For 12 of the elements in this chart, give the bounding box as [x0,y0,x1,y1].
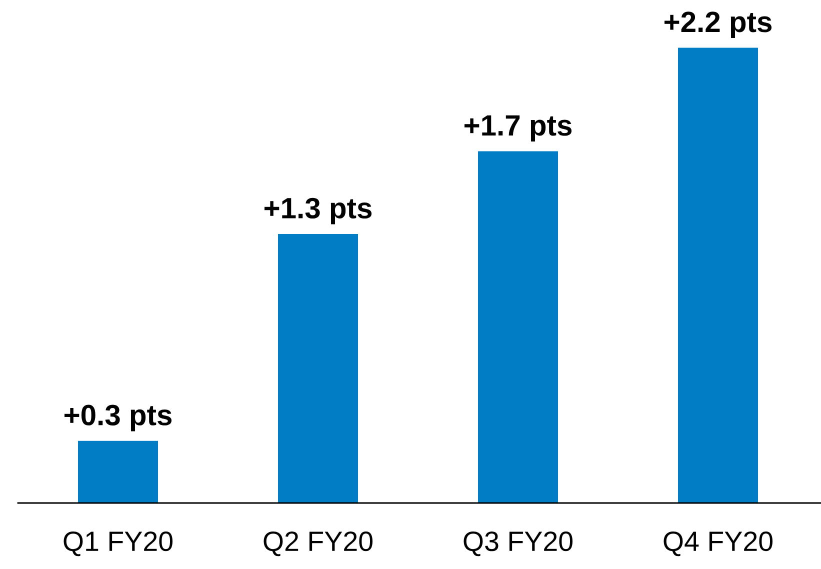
bar [478,151,558,503]
x-tick-label: Q4 FY20 [664,532,772,556]
bar [678,48,758,503]
data-label: +1.3 pts [264,198,372,224]
bar [278,234,358,503]
data-label: +1.7 pts [464,115,572,142]
data-label: +0.3 pts [64,404,172,432]
x-tick-label: Q2 FY20 [264,532,372,556]
data-label: +2.2 pts [664,12,772,38]
x-tick-label: Q1 FY20 [64,532,172,556]
x-tick-label: Q3 FY20 [464,532,572,556]
bar [78,440,158,503]
